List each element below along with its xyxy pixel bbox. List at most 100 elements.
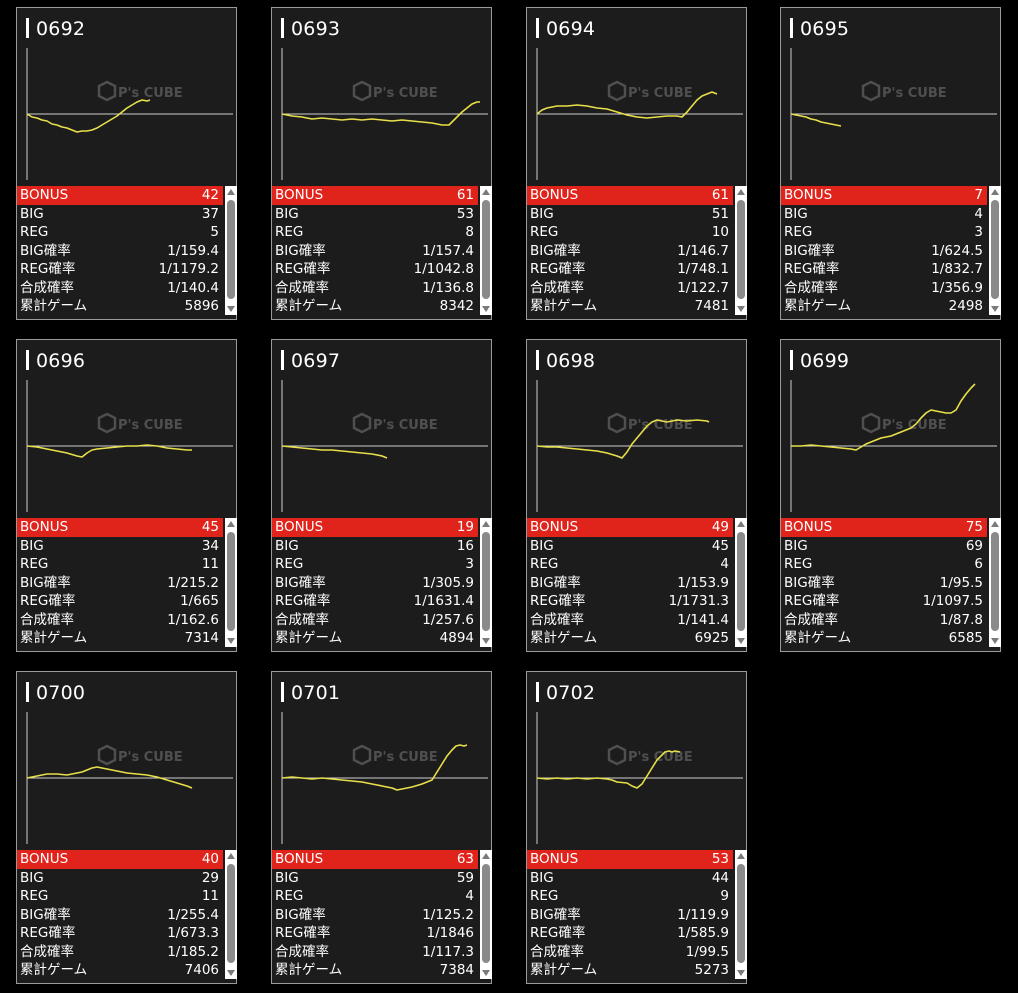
stat-row-big: BIG 53	[272, 205, 478, 224]
scroll-up-arrow-icon[interactable]	[737, 521, 745, 527]
scroll-thumb[interactable]	[482, 864, 490, 963]
stat-value: 1/1179.2	[158, 261, 219, 277]
stat-value: 34	[201, 537, 219, 554]
stat-value: 4894	[439, 630, 474, 646]
stat-value: 1/99.5	[685, 943, 729, 960]
watermark-text: P's CUBE	[118, 86, 183, 101]
stat-row-combined-prob: 合成確率 1/162.6	[17, 611, 223, 630]
machine-number: 0701	[291, 682, 341, 704]
coin-difference-line	[26, 444, 192, 458]
scroll-thumb[interactable]	[227, 864, 235, 963]
scroll-up-arrow-icon[interactable]	[482, 521, 490, 527]
scroll-thumb[interactable]	[227, 532, 235, 631]
stat-label: REG	[530, 556, 559, 572]
machine-number: 0699	[800, 350, 850, 372]
scroll-thumb[interactable]	[482, 532, 490, 631]
stat-label: 累計ゲーム	[20, 962, 88, 978]
cube-icon	[97, 744, 117, 766]
stat-row-reg: REG 4	[272, 887, 478, 906]
scroll-up-arrow-icon[interactable]	[991, 521, 999, 527]
stat-row-reg-prob: REG確率 1/585.9	[527, 924, 733, 943]
stat-label: BONUS	[20, 519, 69, 535]
cube-icon	[861, 412, 881, 434]
scroll-down-arrow-icon[interactable]	[482, 638, 490, 644]
scroll-up-arrow-icon[interactable]	[227, 853, 235, 859]
stat-label: BIG	[275, 869, 299, 886]
stat-row-combined-prob: 合成確率 1/257.6	[272, 611, 478, 630]
scroll-down-arrow-icon[interactable]	[737, 306, 745, 312]
scroll-up-arrow-icon[interactable]	[227, 189, 235, 195]
scroll-up-arrow-icon[interactable]	[991, 189, 999, 195]
stats-scrollbar[interactable]	[225, 518, 237, 647]
machine-card-0699[interactable]: 0699 P's CUBE BONUS 75 BIG 69 REG 6 BIG確率 1/95.5 R…	[780, 339, 1001, 652]
watermark-logo: P's CUBE	[97, 412, 183, 434]
scroll-down-arrow-icon[interactable]	[482, 970, 490, 976]
stat-row-combined-prob: 合成確率 1/141.4	[527, 611, 733, 630]
machine-number: 0695	[800, 18, 850, 40]
machine-card-0692[interactable]: 0692 P's CUBE BONUS 42 BIG 37 REG 5 BIG確率 1/159.4…	[16, 7, 237, 320]
stat-label: BIG確率	[530, 242, 581, 259]
stat-value: 19	[456, 519, 474, 535]
scroll-down-arrow-icon[interactable]	[991, 638, 999, 644]
scroll-thumb[interactable]	[737, 864, 745, 963]
stat-row-combined-prob: 合成確率 1/185.2	[17, 943, 223, 962]
machine-card-0702[interactable]: 0702 P's CUBE BONUS 53 BIG 44 REG 9 BIG確率 1/119.9…	[526, 671, 747, 984]
machine-card-0701[interactable]: 0701 P's CUBE BONUS 63 BIG 59 REG 4 BIG確率 1/125.2…	[271, 671, 492, 984]
stat-value: 5	[210, 224, 219, 240]
stat-label: REG	[784, 556, 813, 572]
title-marker	[536, 350, 539, 370]
machine-card-0698[interactable]: 0698 P's CUBE BONUS 49 BIG 45 REG 4 BIG確率 1/153.9…	[526, 339, 747, 652]
stat-label: 合成確率	[530, 611, 584, 628]
stat-value: 1/585.9	[677, 925, 729, 941]
scroll-thumb[interactable]	[227, 200, 235, 299]
scroll-up-arrow-icon[interactable]	[737, 189, 745, 195]
scroll-down-arrow-icon[interactable]	[737, 970, 745, 976]
stat-value: 10	[711, 224, 729, 240]
scroll-down-arrow-icon[interactable]	[482, 306, 490, 312]
scroll-down-arrow-icon[interactable]	[227, 638, 235, 644]
stat-row-big-prob: BIG確率 1/624.5	[781, 242, 987, 261]
stat-value: 1/140.4	[167, 279, 219, 296]
scroll-up-arrow-icon[interactable]	[227, 521, 235, 527]
machine-card-0696[interactable]: 0696 P's CUBE BONUS 45 BIG 34 REG 11 BIG確率 1/215.…	[16, 339, 237, 652]
stat-label: REG確率	[275, 261, 331, 277]
scroll-thumb[interactable]	[482, 200, 490, 299]
stats-scrollbar[interactable]	[735, 850, 747, 979]
stat-label: 合成確率	[275, 279, 329, 296]
watermark-text: P's CUBE	[882, 86, 947, 101]
scroll-down-arrow-icon[interactable]	[227, 306, 235, 312]
stat-value: 4	[974, 205, 983, 222]
scroll-up-arrow-icon[interactable]	[482, 853, 490, 859]
stats-scrollbar[interactable]	[735, 518, 747, 647]
stats-scrollbar[interactable]	[225, 186, 237, 315]
stats-scrollbar[interactable]	[989, 186, 1001, 315]
stats-scrollbar[interactable]	[989, 518, 1001, 647]
stats-scrollbar[interactable]	[480, 850, 492, 979]
scroll-thumb[interactable]	[737, 200, 745, 299]
scroll-thumb[interactable]	[991, 532, 999, 631]
scroll-thumb[interactable]	[991, 200, 999, 299]
stats-scrollbar[interactable]	[480, 186, 492, 315]
stat-label: BIG確率	[784, 574, 835, 591]
stats-scrollbar[interactable]	[735, 186, 747, 315]
stat-label: BIG	[784, 205, 808, 222]
scroll-up-arrow-icon[interactable]	[737, 853, 745, 859]
scroll-down-arrow-icon[interactable]	[991, 306, 999, 312]
stat-row-bonus: BONUS 49	[527, 518, 733, 537]
scroll-thumb[interactable]	[737, 532, 745, 631]
scroll-up-arrow-icon[interactable]	[482, 189, 490, 195]
stat-value: 3	[974, 224, 983, 240]
stat-label: REG確率	[275, 925, 331, 941]
scroll-down-arrow-icon[interactable]	[737, 638, 745, 644]
machine-card-0700[interactable]: 0700 P's CUBE BONUS 40 BIG 29 REG 11 BIG確率 1/255.…	[16, 671, 237, 984]
stats-scrollbar[interactable]	[480, 518, 492, 647]
machine-card-0693[interactable]: 0693 P's CUBE BONUS 61 BIG 53 REG 8 BIG確率 1/157.4…	[271, 7, 492, 320]
scroll-down-arrow-icon[interactable]	[227, 970, 235, 976]
machine-card-0694[interactable]: 0694 P's CUBE BONUS 61 BIG 51 REG 10 BIG確率 1/146.…	[526, 7, 747, 320]
stat-value: 1/356.9	[931, 279, 983, 296]
stat-row-big: BIG 37	[17, 205, 223, 224]
stat-row-total-games: 累計ゲーム 7384	[272, 961, 478, 980]
stats-scrollbar[interactable]	[225, 850, 237, 979]
machine-card-0695[interactable]: 0695 P's CUBE BONUS 7 BIG 4 REG 3 BIG確率 1/624.5 RE…	[780, 7, 1001, 320]
machine-card-0697[interactable]: 0697 P's CUBE BONUS 19 BIG 16 REG 3 BIG確率 1/305.9…	[271, 339, 492, 652]
